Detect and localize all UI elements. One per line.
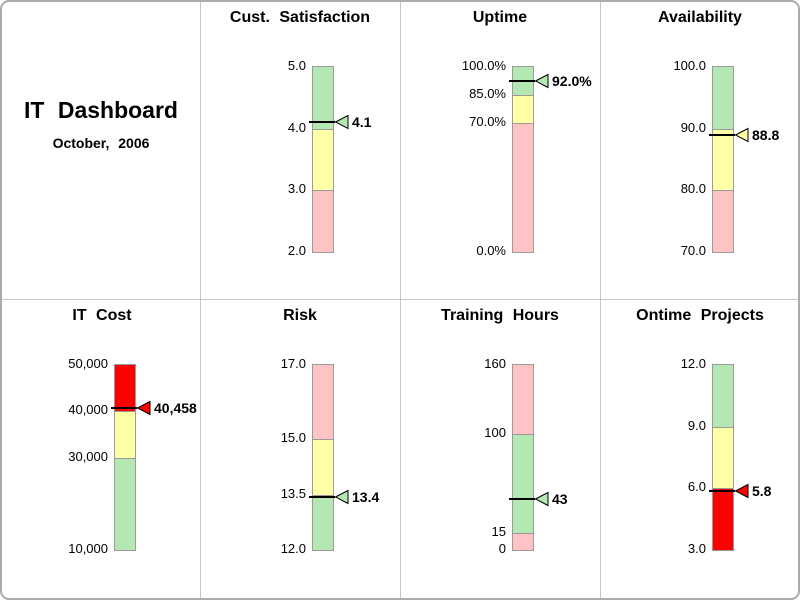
- band-pink: [313, 365, 333, 439]
- band-yellow: [115, 411, 135, 458]
- band-green: [115, 458, 135, 550]
- band-green: [713, 67, 733, 129]
- gauge-bar-it-cost: [114, 364, 136, 551]
- marker-line: [309, 496, 335, 498]
- band-green: [313, 495, 333, 550]
- marker-value-label: 5.8: [752, 483, 772, 499]
- marker-line: [111, 407, 137, 409]
- tick-label: 13.5: [280, 486, 306, 501]
- gauge-cell-ontime-projects: Ontime Projects 12.0 9.0 6.0 3.0 5.8: [600, 300, 798, 596]
- marker-line: [309, 121, 335, 123]
- tick-label: 100.0%: [461, 58, 506, 73]
- dashboard-subtitle: October, 2006: [52, 135, 150, 151]
- tick-label: 10,000: [68, 541, 108, 556]
- grid-line-vertical-3: [600, 2, 601, 598]
- gauge-bar-cust-satisfaction: [312, 66, 334, 253]
- tick-label: 100: [484, 425, 506, 440]
- tick-label: 50,000: [68, 356, 108, 371]
- band-yellow: [513, 95, 533, 123]
- tick-label: 70.0%: [469, 114, 506, 129]
- tick-label: 6.0: [687, 479, 706, 494]
- band-pink: [513, 365, 533, 434]
- tick-label: 12.0: [680, 356, 706, 371]
- band-green: [513, 434, 533, 533]
- band-pink: [713, 190, 733, 252]
- tick-label: 100.0: [673, 58, 706, 73]
- gauge-bar-ontime-projects: [712, 364, 734, 551]
- tick-label: 0: [498, 541, 506, 556]
- band-yellow: [713, 129, 733, 190]
- grid-line-horizontal: [2, 299, 798, 300]
- gauge-cell-training-hours: Training Hours 160 100 15 0 43: [400, 300, 600, 596]
- marker-value-label: 13.4: [352, 489, 380, 505]
- tick-label: 15.0: [280, 430, 306, 445]
- tick-label: 3.0: [687, 541, 706, 556]
- band-pink: [313, 190, 333, 252]
- gauge-cell-cust-satisfaction: Cust. Satisfaction 5.0 4.0 3.0 2.0 4.1: [200, 2, 400, 299]
- gauge-cell-risk: Risk 17.0 15.0 13.5 12.0 13.4: [200, 300, 400, 596]
- dashboard-title: IT Dashboard: [24, 97, 178, 123]
- tick-label: 80.0: [680, 181, 706, 196]
- band-green: [713, 365, 733, 427]
- gauge-cell-availability: Availability 100.0 90.0 80.0 70.0 88.8: [600, 2, 798, 299]
- gauge-title-cust-satisfaction: Cust. Satisfaction: [229, 9, 371, 26]
- tick-label: 4.0: [287, 120, 306, 135]
- marker-line: [509, 80, 535, 82]
- tick-label: 12.0: [280, 541, 306, 556]
- gauge-cell-uptime: Uptime 100.0% 85.0% 70.0% 0.0% 92.0%: [400, 2, 600, 299]
- marker-value-label: 40,458: [154, 400, 197, 416]
- tick-label: 30,000: [68, 449, 108, 464]
- tick-label: 40,000: [68, 402, 108, 417]
- marker-triangle-icon: [734, 127, 749, 143]
- tick-label: 70.0: [680, 243, 706, 258]
- marker-triangle-icon: [534, 73, 549, 89]
- marker-line: [509, 498, 535, 500]
- gauge-cell-it-cost: IT Cost 50,000 40,000 30,000 10,000 40,458: [2, 300, 202, 596]
- marker-value-label: 92.0%: [552, 73, 592, 89]
- tick-label: 9.0: [687, 418, 706, 433]
- marker-value-label: 4.1: [352, 114, 372, 130]
- grid-line-vertical-1: [200, 2, 201, 598]
- gauge-title-availability: Availability: [658, 9, 742, 26]
- tick-label: 2.0: [287, 243, 306, 258]
- marker-line: [709, 134, 735, 136]
- gauge-bar-risk: [312, 364, 334, 551]
- gauge-bar-training-hours: [512, 364, 534, 551]
- tick-label: 15: [491, 524, 506, 539]
- band-yellow: [313, 129, 333, 190]
- tick-label: 0.0%: [476, 243, 506, 258]
- marker-triangle-icon: [334, 489, 349, 505]
- grid-line-vertical-2: [400, 2, 401, 598]
- band-yellow: [313, 439, 333, 495]
- marker-value-label: 88.8: [752, 127, 780, 143]
- band-pink: [513, 123, 533, 252]
- tick-label: 160: [484, 356, 506, 371]
- tick-label: 3.0: [287, 181, 306, 196]
- band-yellow: [713, 427, 733, 488]
- band-green: [313, 67, 333, 129]
- band-red: [115, 365, 135, 411]
- tick-label: 5.0: [287, 58, 306, 73]
- marker-triangle-icon: [334, 114, 349, 130]
- marker-triangle-icon: [734, 483, 749, 499]
- tick-label: 90.0: [680, 120, 706, 135]
- gauge-title-risk: Risk: [283, 307, 317, 324]
- marker-triangle-icon: [136, 400, 151, 416]
- marker-value-label: 43: [552, 491, 568, 507]
- band-red: [713, 488, 733, 550]
- band-pink: [513, 533, 533, 550]
- gauge-title-ontime-projects: Ontime Projects: [636, 307, 764, 324]
- tick-label: 17.0: [280, 356, 306, 371]
- gauge-bar-availability: [712, 66, 734, 253]
- dashboard-title-cell: IT Dashboard October, 2006: [2, 2, 200, 299]
- gauge-title-uptime: Uptime: [472, 9, 528, 26]
- tick-label: 85.0%: [469, 86, 506, 101]
- gauge-title-it-cost: IT Cost: [72, 307, 132, 324]
- marker-triangle-icon: [534, 491, 549, 507]
- gauge-bar-uptime: [512, 66, 534, 253]
- marker-line: [709, 490, 735, 492]
- gauge-title-training-hours: Training Hours: [441, 307, 559, 324]
